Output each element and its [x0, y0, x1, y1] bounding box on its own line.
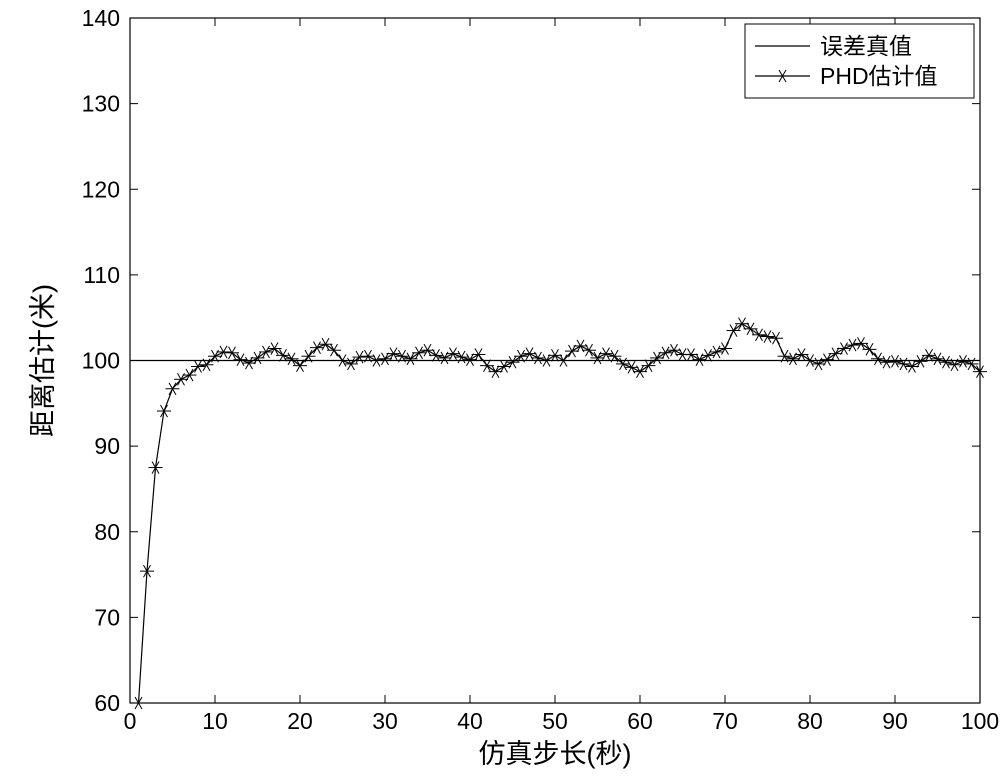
svg-text:100: 100: [961, 708, 999, 734]
svg-text:0: 0: [124, 708, 137, 734]
svg-text:90: 90: [94, 433, 120, 459]
legend-item-label: 误差真值: [820, 33, 912, 59]
svg-text:60: 60: [94, 690, 120, 716]
svg-text:90: 90: [882, 708, 908, 734]
svg-text:70: 70: [712, 708, 738, 734]
svg-text:110: 110: [83, 262, 120, 288]
chart-container: 0 10 20 30 40 50 60 70 80 90 100 60 70 80 90 100 110 120 1…: [0, 0, 1000, 781]
y-axis-label: 距离估计(米): [28, 284, 58, 437]
svg-text:80: 80: [94, 519, 120, 545]
svg-text:100: 100: [82, 348, 120, 374]
svg-text:80: 80: [797, 708, 823, 734]
legend: 误差真值 PHD估计值: [745, 24, 974, 98]
svg-text:140: 140: [82, 5, 120, 31]
svg-text:40: 40: [457, 708, 483, 734]
svg-text:130: 130: [82, 91, 120, 117]
svg-text:70: 70: [94, 604, 120, 630]
svg-text:10: 10: [202, 708, 228, 734]
svg-text:20: 20: [287, 708, 313, 734]
x-axis-label: 仿真步长(秒): [479, 739, 632, 769]
svg-text:50: 50: [542, 708, 568, 734]
svg-text:120: 120: [82, 176, 120, 202]
svg-text:60: 60: [627, 708, 653, 734]
legend-item-label: PHD估计值: [820, 63, 938, 89]
svg-text:30: 30: [372, 708, 398, 734]
